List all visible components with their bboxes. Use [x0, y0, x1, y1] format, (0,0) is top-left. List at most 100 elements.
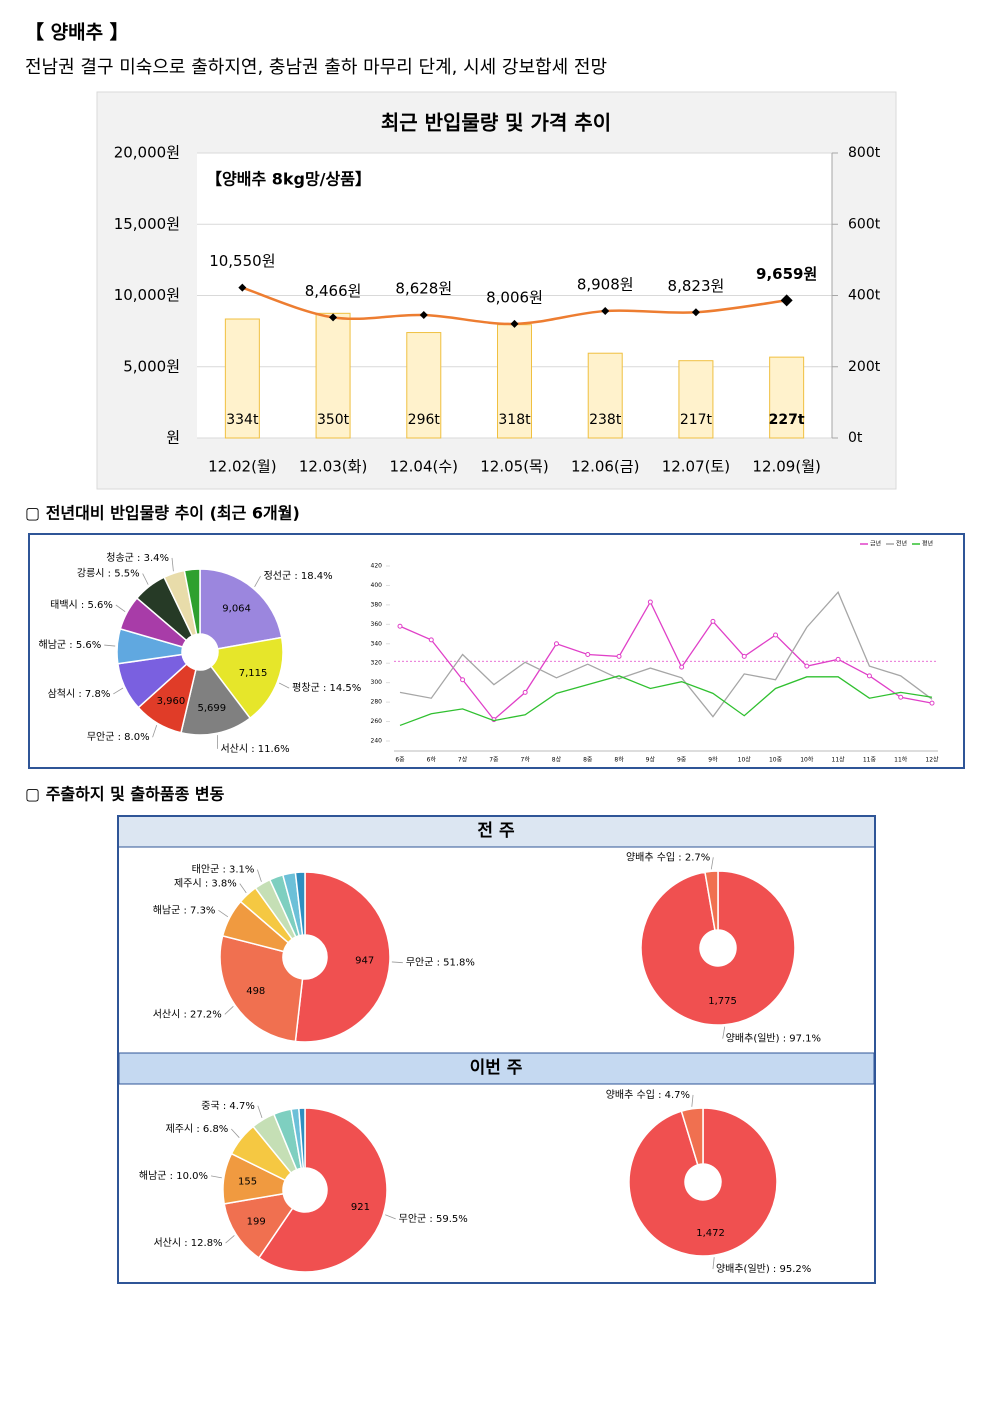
price-label: 8,908원: [577, 276, 634, 294]
bar-label: 350t: [317, 412, 350, 428]
x-tick-label: 12.06(금): [571, 458, 639, 476]
x-tick-label: 11중: [863, 757, 877, 764]
summary: 전남권 결구 미숙으로 출하지연, 충남권 출하 마무리 단계, 시세 강보합세…: [25, 57, 607, 78]
leader-line: [391, 961, 403, 964]
slice-value: 3,960: [157, 696, 186, 707]
bar: [769, 356, 805, 439]
slice-label: 무안군 : 8.0%: [87, 731, 150, 743]
series-point: [397, 623, 403, 629]
leader-line: [225, 1235, 235, 1244]
price-label: 8,466원: [305, 282, 362, 300]
pie-slice: [180, 665, 252, 736]
x-tick-label: 7하: [521, 756, 531, 764]
leader-line: [278, 682, 290, 689]
pie-slice: [704, 870, 719, 932]
leader-line: [257, 869, 262, 882]
x-tick-label: 8중: [583, 757, 593, 764]
slice-value: 921: [351, 1202, 370, 1213]
x-tick-label: 6하: [427, 756, 437, 764]
slice-label: 서산시 : 11.6%: [220, 743, 289, 755]
bar-label: 217t: [680, 412, 713, 428]
y-tick-label: 340: [371, 640, 383, 647]
series-point: [428, 637, 434, 643]
y-tick-label: 400: [371, 582, 383, 589]
series-point: [866, 673, 872, 679]
slice-label: 강릉시 : 5.5%: [77, 568, 140, 580]
y-tick-label: 240: [371, 738, 383, 745]
slice-value: 498: [246, 986, 265, 997]
y-tick-label: 15,000원: [114, 215, 180, 233]
slice-label: 제주시 : 3.8%: [174, 878, 237, 890]
x-tick-label: 8상: [552, 756, 562, 764]
bar-label: 334t: [226, 412, 259, 428]
leader-line: [257, 1105, 263, 1118]
chart-title: 최근 반입물량 및 가격 추이: [381, 111, 611, 135]
slice-label: 양배추(일반) : 97.1%: [726, 1033, 821, 1045]
x-tick-label: 6중: [395, 757, 405, 764]
leader-line: [224, 1006, 234, 1015]
price-label: 8,628원: [395, 280, 452, 298]
x-tick-label: 12.07(토): [662, 458, 730, 476]
y-tick-label: 380: [371, 601, 383, 608]
bar: [587, 352, 623, 439]
bar-label: 238t: [589, 412, 622, 428]
price-marker: [510, 319, 519, 328]
price-label: 9,659원: [756, 265, 817, 283]
week-header: [119, 817, 874, 847]
series-point: [647, 599, 653, 605]
y-tick-label: 320: [371, 660, 383, 667]
x-tick-label: 12.05(목): [480, 458, 548, 476]
x-tick-label: 12.03(화): [299, 458, 367, 476]
leader-line: [712, 1257, 715, 1270]
series-line: [399, 600, 933, 721]
slice-value: 7,115: [239, 668, 268, 679]
series-point: [898, 694, 904, 700]
x-tick-label: 7중: [489, 757, 499, 764]
price-label: 10,550원: [209, 252, 275, 270]
leader-line: [218, 909, 229, 918]
series-point: [460, 677, 466, 683]
pie-slice: [183, 568, 201, 636]
price-label: 8,006원: [486, 288, 543, 306]
slice-label: 태안군 : 3.1%: [192, 864, 255, 876]
y-tick-label: 260: [371, 718, 383, 725]
bar: [224, 318, 260, 439]
leader-line: [691, 1094, 694, 1107]
slice-label: 청송군 : 3.4%: [106, 552, 169, 564]
price-marker: [691, 308, 700, 317]
price-marker: [238, 283, 247, 292]
slice-label: 양배추 수입 : 4.7%: [606, 1088, 690, 1101]
pie-slice: [294, 871, 391, 1043]
price-marker: [601, 307, 610, 316]
leader-line: [385, 1214, 396, 1220]
x-tick-label: 9하: [708, 756, 718, 764]
pie-slice: [219, 934, 304, 1043]
x-tick-label: 12.09(월): [752, 458, 820, 476]
legend-label: 전년: [896, 540, 907, 548]
x-tick-label: 10중: [769, 757, 783, 764]
price-marker: [329, 313, 338, 322]
slice-value: 1,775: [708, 996, 737, 1007]
y-tick-label: 20,000원: [114, 144, 180, 162]
leader-line: [254, 575, 261, 588]
pie-slice: [680, 1107, 704, 1166]
series-point: [679, 664, 685, 670]
section-heading: ▢ 주출하지 및 출하품종 변동: [25, 785, 225, 804]
series-line: [399, 591, 933, 718]
pie-slice: [640, 870, 796, 1026]
y-tick-label: 10,000원: [114, 286, 180, 304]
leader-line: [722, 1026, 726, 1039]
bar-label: 227t: [769, 412, 805, 428]
x-tick-label: 7상: [458, 756, 468, 764]
legend-label: 금년: [870, 540, 881, 548]
series-point: [616, 653, 622, 659]
pie-slice: [209, 636, 284, 720]
leader-line: [210, 1175, 222, 1179]
series-point: [710, 618, 716, 624]
series-point: [553, 641, 559, 647]
y-tick-label: 300: [371, 679, 383, 686]
series-point: [522, 689, 528, 695]
chart-annotation: 【양배추 8kg망/상품】: [206, 170, 371, 189]
slice-value: 9,064: [222, 603, 251, 614]
